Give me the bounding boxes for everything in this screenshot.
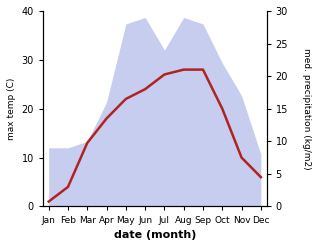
X-axis label: date (month): date (month) [114, 230, 196, 240]
Y-axis label: med. precipitation (kg/m2): med. precipitation (kg/m2) [302, 48, 311, 169]
Y-axis label: max temp (C): max temp (C) [7, 78, 16, 140]
